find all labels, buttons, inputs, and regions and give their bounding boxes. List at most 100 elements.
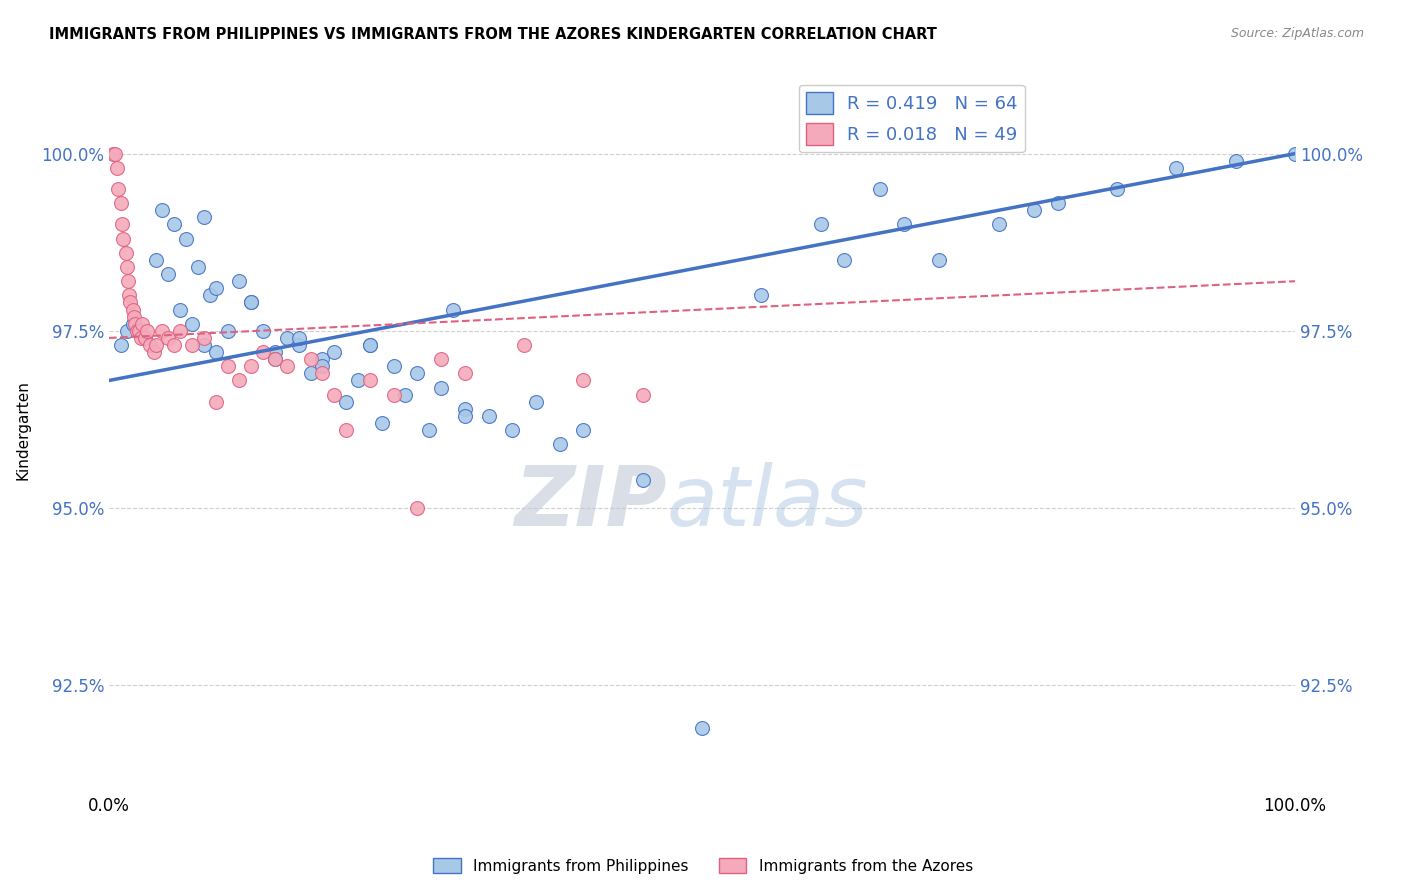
Point bbox=[631, 473, 654, 487]
Point bbox=[110, 338, 132, 352]
Point bbox=[157, 267, 180, 281]
Point bbox=[128, 324, 150, 338]
Point bbox=[454, 409, 477, 423]
Point bbox=[131, 317, 153, 331]
Point bbox=[394, 387, 416, 401]
Point bbox=[193, 211, 215, 225]
Point bbox=[115, 260, 138, 274]
Point bbox=[163, 338, 186, 352]
Point bbox=[240, 295, 263, 310]
Point bbox=[157, 331, 180, 345]
Point bbox=[810, 218, 832, 232]
Point bbox=[150, 203, 173, 218]
Point bbox=[240, 359, 263, 374]
Point bbox=[359, 338, 381, 352]
Point bbox=[101, 146, 124, 161]
Point bbox=[359, 338, 381, 352]
Point bbox=[252, 345, 274, 359]
Point bbox=[631, 387, 654, 401]
Point bbox=[869, 182, 891, 196]
Point bbox=[121, 317, 143, 331]
Point bbox=[276, 359, 298, 374]
Point bbox=[454, 367, 477, 381]
Point bbox=[418, 423, 440, 437]
Point bbox=[335, 423, 357, 437]
Point bbox=[406, 367, 429, 381]
Point bbox=[264, 352, 287, 367]
Point bbox=[430, 352, 453, 367]
Point bbox=[117, 274, 139, 288]
Point bbox=[240, 295, 263, 310]
Point bbox=[323, 387, 346, 401]
Point bbox=[105, 161, 128, 175]
Point bbox=[513, 338, 536, 352]
Point bbox=[371, 416, 394, 430]
Point bbox=[135, 324, 157, 338]
Point bbox=[193, 331, 215, 345]
Point bbox=[134, 331, 156, 345]
Point bbox=[454, 401, 477, 416]
Point bbox=[145, 252, 167, 267]
Point bbox=[143, 345, 166, 359]
Point bbox=[1107, 182, 1129, 196]
Point bbox=[252, 324, 274, 338]
Point bbox=[110, 196, 132, 211]
Point bbox=[111, 218, 134, 232]
Y-axis label: Kindergarten: Kindergarten bbox=[15, 380, 30, 480]
Point bbox=[311, 367, 333, 381]
Point bbox=[139, 338, 162, 352]
Point bbox=[181, 338, 204, 352]
Point bbox=[1022, 203, 1045, 218]
Text: atlas: atlas bbox=[666, 462, 868, 543]
Legend: Immigrants from Philippines, Immigrants from the Azores: Immigrants from Philippines, Immigrants … bbox=[427, 852, 979, 880]
Point bbox=[287, 331, 309, 345]
Point bbox=[287, 338, 309, 352]
Point bbox=[834, 252, 856, 267]
Point bbox=[441, 302, 464, 317]
Point bbox=[893, 218, 915, 232]
Point bbox=[120, 295, 142, 310]
Point bbox=[121, 302, 143, 317]
Point bbox=[359, 374, 381, 388]
Point bbox=[311, 352, 333, 367]
Point bbox=[129, 331, 152, 345]
Point bbox=[163, 218, 186, 232]
Point bbox=[299, 367, 322, 381]
Point bbox=[264, 352, 287, 367]
Point bbox=[228, 274, 250, 288]
Point bbox=[181, 317, 204, 331]
Point bbox=[174, 232, 197, 246]
Text: Source: ZipAtlas.com: Source: ZipAtlas.com bbox=[1230, 27, 1364, 40]
Point bbox=[217, 324, 239, 338]
Point bbox=[406, 501, 429, 516]
Point bbox=[107, 182, 129, 196]
Point bbox=[169, 324, 191, 338]
Point bbox=[204, 281, 226, 295]
Point bbox=[1284, 146, 1306, 161]
Point bbox=[430, 380, 453, 394]
Text: ZIP: ZIP bbox=[513, 462, 666, 543]
Point bbox=[127, 324, 149, 338]
Point bbox=[115, 324, 138, 338]
Point bbox=[1225, 153, 1247, 168]
Point bbox=[347, 374, 370, 388]
Point bbox=[382, 387, 405, 401]
Point bbox=[928, 252, 950, 267]
Point bbox=[228, 374, 250, 388]
Point bbox=[1046, 196, 1069, 211]
Point bbox=[134, 331, 156, 345]
Point bbox=[198, 288, 221, 302]
Point bbox=[150, 324, 173, 338]
Point bbox=[187, 260, 209, 274]
Point bbox=[524, 394, 547, 409]
Point bbox=[114, 245, 136, 260]
Point bbox=[548, 437, 571, 451]
Point bbox=[169, 302, 191, 317]
Point bbox=[276, 331, 298, 345]
Point bbox=[204, 394, 226, 409]
Point bbox=[987, 218, 1010, 232]
Point bbox=[335, 394, 357, 409]
Point bbox=[299, 352, 322, 367]
Point bbox=[217, 359, 239, 374]
Point bbox=[477, 409, 499, 423]
